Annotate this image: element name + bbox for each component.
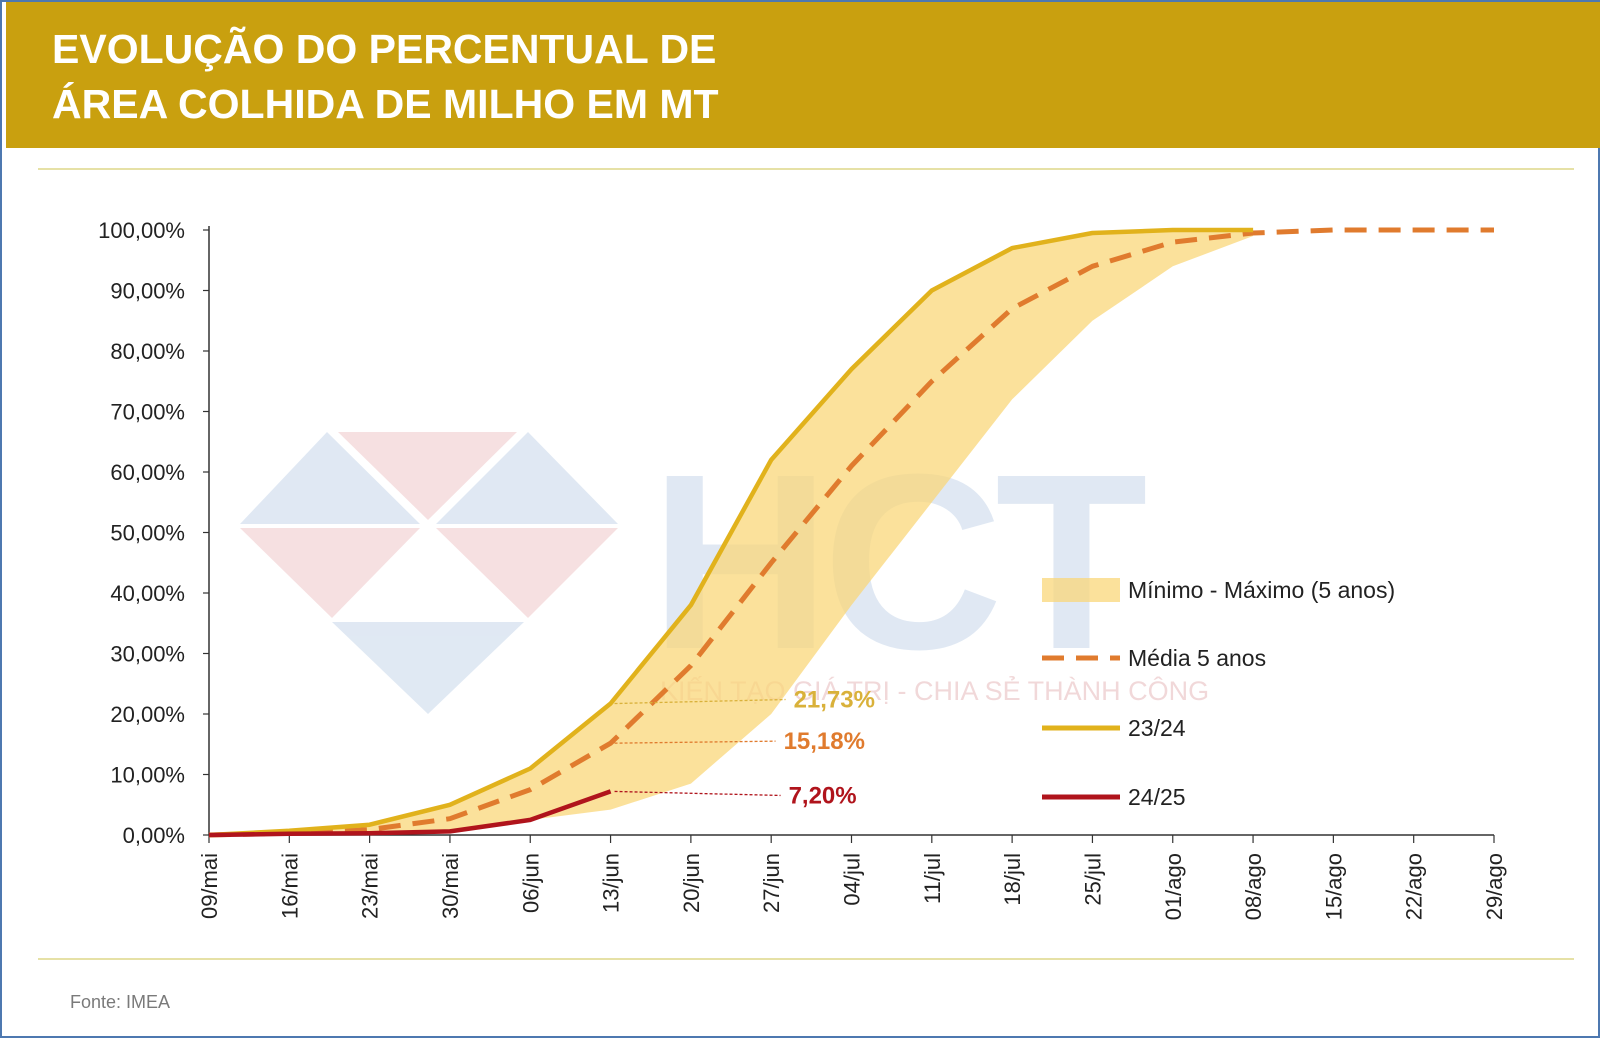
legend: Mínimo - Máximo (5 anos) Média 5 anos 23/2… [1042, 577, 1395, 810]
legend-label: 23/24 [1128, 715, 1186, 741]
watermark-diamond-shape [338, 432, 517, 520]
y-tick-label: 100,00% [98, 218, 185, 243]
top-divider [38, 168, 1574, 170]
data-label: 7,20% [789, 782, 857, 809]
x-tick-label: 16/mai [277, 853, 302, 919]
source-note: Fonte: IMEA [70, 992, 171, 1012]
x-tick-label: 11/jul [920, 853, 945, 904]
x-tick-label: 29/ago [1482, 853, 1507, 920]
x-tick-label: 22/ago [1402, 853, 1427, 920]
x-tick-label: 06/jun [518, 853, 543, 913]
media-5-anos-line [208, 227, 1494, 838]
y-tick-label: 20,00% [110, 702, 185, 727]
data-label-leader [614, 740, 776, 744]
legend-label: Média 5 anos [1128, 645, 1266, 671]
y-tick-label: 80,00% [110, 339, 185, 364]
watermark-diamond-shape [436, 528, 618, 618]
min-max-band [209, 230, 1254, 835]
data-label-leader [614, 790, 781, 797]
y-tick-label: 90,00% [110, 279, 185, 304]
chart-title: EVOLUÇÃO DO PERCENTUAL DE ÁREA COLHIDA D… [52, 22, 952, 132]
data-label: 15,18% [784, 728, 865, 755]
y-tick-label: 30,00% [110, 642, 185, 667]
series-2324-line [208, 227, 1254, 838]
x-tick-label: 15/ago [1321, 853, 1346, 920]
watermark-diamond-shape [240, 528, 420, 618]
x-tick-label: 04/jul [840, 853, 865, 906]
x-tick-label: 13/jun [599, 853, 624, 913]
x-tick-label: 08/ago [1241, 853, 1266, 920]
data-label: 21,73% [794, 687, 875, 714]
y-tick-label: 50,00% [110, 521, 185, 546]
x-tick-label: 01/ago [1161, 853, 1186, 920]
legend-swatch-band [1042, 578, 1120, 602]
title-line-2: ÁREA COLHIDA DE MILHO EM MT [52, 81, 719, 127]
x-tick-label: 20/jun [679, 853, 704, 913]
x-tick-label: 09/mai [197, 853, 222, 919]
y-tick-label: 70,00% [110, 400, 185, 425]
y-tick-label: 60,00% [110, 460, 185, 485]
x-tick-label: 25/jul [1080, 853, 1105, 906]
series-2425-line [208, 789, 612, 838]
header-bar: EVOLUÇÃO DO PERCENTUAL DE ÁREA COLHIDA D… [6, 2, 1600, 148]
x-tick-label: 27/jun [759, 853, 784, 913]
watermark-diamond-shape [240, 432, 420, 524]
y-tick-label: 40,00% [110, 581, 185, 606]
data-label-leader [614, 698, 786, 705]
bottom-divider [38, 958, 1574, 960]
watermark-diamond-shape [332, 622, 524, 714]
y-tick-label: 0,00% [123, 823, 185, 848]
x-tick-label: 30/mai [438, 853, 463, 919]
legend-label: Mínimo - Máximo (5 anos) [1128, 577, 1395, 603]
x-tick-label: 23/mai [358, 853, 383, 919]
x-tick-label: 18/jul [1000, 853, 1025, 906]
legend-label: 24/25 [1128, 784, 1186, 810]
watermark-diamond-shape [436, 432, 618, 524]
title-line-1: EVOLUÇÃO DO PERCENTUAL DE [52, 26, 717, 72]
y-tick-label: 10,00% [110, 763, 185, 788]
